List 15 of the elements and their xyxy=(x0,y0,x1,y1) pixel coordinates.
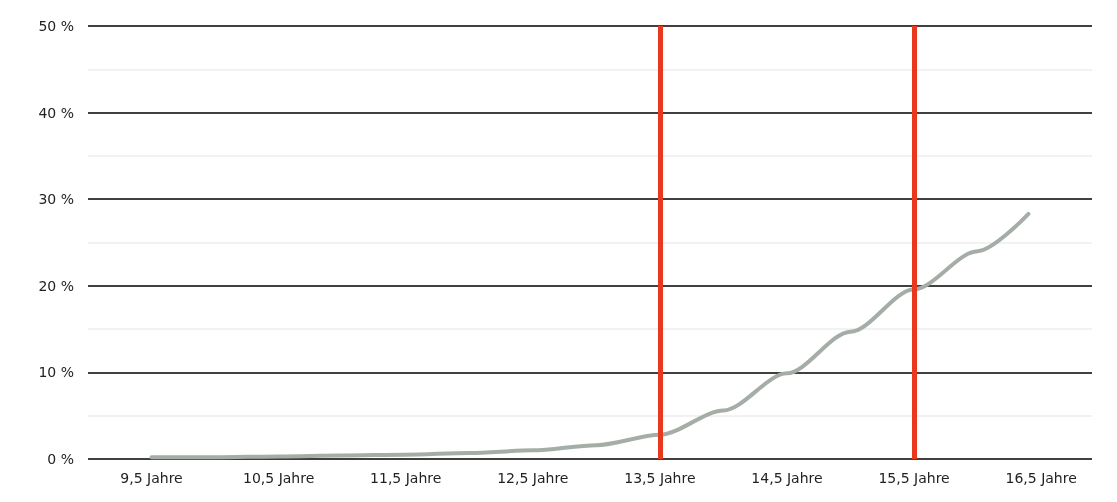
y-tick-label: 40 % xyxy=(38,104,74,121)
x-tick-label: 11,5 Jahre xyxy=(370,470,442,486)
y-tick-label: 10 % xyxy=(38,364,74,381)
y-tick-label: 30 % xyxy=(38,191,74,208)
x-tick-label: 14,5 Jahre xyxy=(751,470,823,486)
x-tick-label: 13,5 Jahre xyxy=(624,470,696,486)
line-series xyxy=(149,211,1031,460)
x-tick-label: 15,5 Jahre xyxy=(878,470,950,486)
x-tick-label: 12,5 Jahre xyxy=(497,470,569,486)
y-tick-label: 0 % xyxy=(47,451,74,467)
x-tick-label: 9,5 Jahre xyxy=(120,470,183,486)
x-tick-label: 10,5 Jahre xyxy=(243,470,315,486)
y-tick-label: 20 % xyxy=(38,277,74,294)
y-tick-label: 50 % xyxy=(38,18,74,34)
x-tick-label: 16,5 Jahre xyxy=(1005,470,1077,486)
